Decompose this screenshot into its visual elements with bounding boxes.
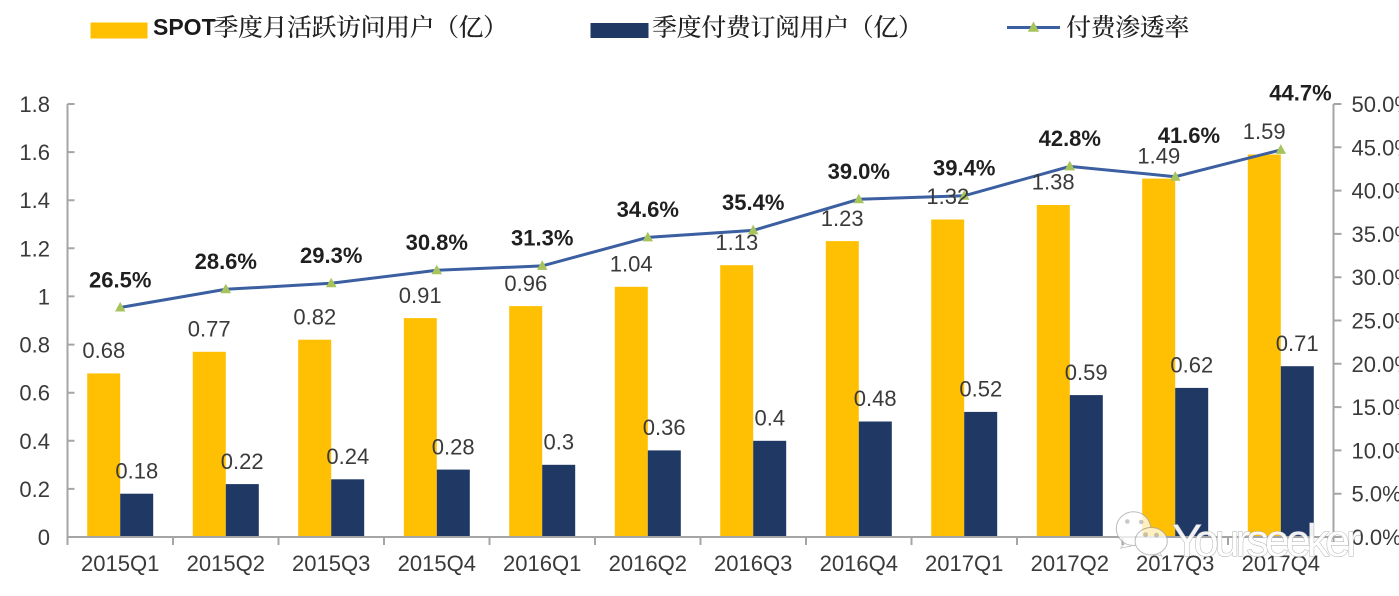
svg-text:0.3: 0.3 (544, 430, 575, 455)
svg-text:0: 0 (38, 525, 50, 550)
svg-text:1.13: 1.13 (715, 230, 758, 255)
svg-text:SPOT: SPOT (153, 14, 216, 40)
svg-text:42.8%: 42.8% (1039, 126, 1101, 151)
svg-text:0.24: 0.24 (326, 444, 369, 469)
svg-text:41.6%: 41.6% (1158, 123, 1220, 148)
svg-text:50.0%: 50.0% (1352, 92, 1399, 117)
svg-text:1.59: 1.59 (1243, 119, 1286, 144)
svg-text:0.4: 0.4 (19, 429, 50, 454)
svg-text:34.6%: 34.6% (617, 197, 679, 222)
svg-text:1.49: 1.49 (1137, 143, 1180, 168)
svg-text:1.8: 1.8 (19, 92, 50, 117)
svg-text:15.0%: 15.0% (1352, 395, 1399, 420)
svg-text:2017Q2: 2017Q2 (1031, 551, 1109, 576)
svg-text:30.8%: 30.8% (406, 230, 468, 255)
svg-text:29.3%: 29.3% (300, 243, 362, 268)
svg-text:10.0%: 10.0% (1352, 438, 1399, 463)
svg-text:2016Q1: 2016Q1 (503, 551, 581, 576)
svg-text:2015Q1: 2015Q1 (81, 551, 159, 576)
svg-text:5.0%: 5.0% (1352, 482, 1399, 507)
svg-text:2016Q2: 2016Q2 (609, 551, 687, 576)
svg-text:2016Q4: 2016Q4 (820, 551, 898, 576)
svg-text:0.18: 0.18 (115, 458, 158, 483)
svg-text:35.0%: 35.0% (1352, 222, 1399, 247)
svg-text:1.23: 1.23 (821, 206, 864, 231)
svg-text:45.0%: 45.0% (1352, 135, 1399, 160)
svg-text:0.0%: 0.0% (1352, 525, 1399, 550)
svg-text:0.36: 0.36 (643, 415, 686, 440)
svg-text:1.38: 1.38 (1032, 170, 1075, 195)
svg-text:0.2: 0.2 (19, 477, 50, 502)
svg-text:44.7%: 44.7% (1269, 81, 1331, 106)
svg-text:0.22: 0.22 (221, 449, 264, 474)
svg-text:2017Q1: 2017Q1 (925, 551, 1003, 576)
svg-text:30.0%: 30.0% (1352, 265, 1399, 290)
svg-text:1.04: 1.04 (610, 252, 653, 277)
svg-text:0.59: 0.59 (1065, 360, 1108, 385)
svg-text:25.0%: 25.0% (1352, 309, 1399, 334)
svg-text:2016Q3: 2016Q3 (714, 551, 792, 576)
svg-text:31.3%: 31.3% (511, 226, 573, 251)
svg-text:0.77: 0.77 (188, 317, 231, 342)
svg-text:2015Q2: 2015Q2 (187, 551, 265, 576)
svg-text:0.82: 0.82 (293, 304, 336, 329)
svg-text:0.48: 0.48 (854, 386, 897, 411)
svg-text:Yourseeker: Yourseeker (1172, 515, 1361, 566)
svg-text:0.91: 0.91 (399, 283, 442, 308)
svg-text:0.52: 0.52 (959, 377, 1002, 402)
svg-text:0.6: 0.6 (19, 381, 50, 406)
svg-text:2015Q4: 2015Q4 (398, 551, 476, 576)
svg-text:0.8: 0.8 (19, 333, 50, 358)
svg-text:0.68: 0.68 (82, 338, 125, 363)
svg-text:35.4%: 35.4% (722, 190, 784, 215)
svg-text:39.4%: 39.4% (933, 156, 995, 181)
svg-text:26.5%: 26.5% (89, 267, 151, 292)
svg-text:2015Q3: 2015Q3 (292, 551, 370, 576)
svg-text:0.62: 0.62 (1170, 353, 1213, 378)
svg-text:28.6%: 28.6% (195, 249, 257, 274)
svg-text:1.6: 1.6 (19, 140, 50, 165)
svg-text:0.28: 0.28 (432, 434, 475, 459)
svg-text:1.2: 1.2 (19, 236, 50, 261)
svg-text:0.96: 0.96 (504, 271, 547, 296)
svg-text:0.4: 0.4 (755, 406, 786, 431)
svg-text:40.0%: 40.0% (1352, 179, 1399, 204)
svg-text:0.71: 0.71 (1276, 331, 1319, 356)
svg-text:39.0%: 39.0% (828, 159, 890, 184)
svg-text:1: 1 (38, 284, 50, 309)
svg-text:1.32: 1.32 (926, 184, 969, 209)
svg-text:1.4: 1.4 (19, 188, 50, 213)
svg-text:2017Q4: 2017Q4 (1242, 551, 1320, 576)
svg-text:20.0%: 20.0% (1352, 352, 1399, 377)
